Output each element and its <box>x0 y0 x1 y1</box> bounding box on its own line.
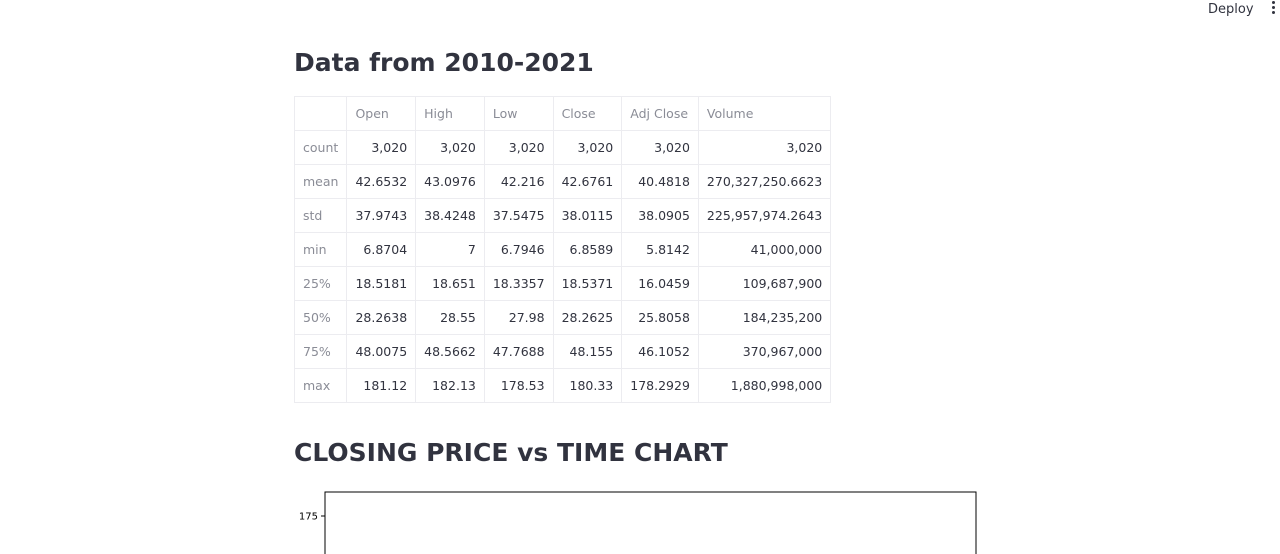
row-label: mean <box>293 164 348 199</box>
table-cell: 16.0459 <box>621 266 699 301</box>
table-cell: 178.53 <box>483 368 554 403</box>
column-header: Open <box>346 96 417 131</box>
table-cell: 18.5181 <box>346 266 417 301</box>
table-cell: 47.7688 <box>483 334 554 369</box>
table-row: std 37.9743 38.4248 37.5475 38.0115 38.0905 22… <box>293 198 832 233</box>
table-cell: 48.155 <box>552 334 623 369</box>
column-header: Adj Close <box>621 96 699 131</box>
table-cell: 3,020 <box>621 130 699 165</box>
row-label: 75% <box>293 334 348 369</box>
table-cell: 38.0905 <box>621 198 699 233</box>
table-cell: 225,957,974.2643 <box>697 198 832 233</box>
table-row: 75% 48.0075 48.5662 47.7688 48.155 46.1052 370… <box>293 334 832 369</box>
row-label: max <box>293 368 348 403</box>
table-cell: 182.13 <box>415 368 485 403</box>
row-label: 50% <box>293 300 348 335</box>
table-cell: 40.4818 <box>621 164 699 199</box>
table-row: min 6.8704 7 6.7946 6.8589 5.8142 41,000,000 <box>293 232 832 267</box>
row-label: 25% <box>293 266 348 301</box>
plot-frame <box>324 491 977 554</box>
section-title: CLOSING PRICE vs TIME CHART <box>294 438 728 467</box>
y-tick-label: 175 <box>299 512 318 523</box>
table-cell: 28.2638 <box>346 300 417 335</box>
row-label: std <box>293 198 348 233</box>
row-label: min <box>293 232 348 267</box>
table-cell: 28.2625 <box>552 300 623 335</box>
section-title: Data from 2010-2021 <box>294 48 594 77</box>
table-cell: 3,020 <box>552 130 623 165</box>
table-cell: 7 <box>415 232 485 267</box>
menu-button[interactable] <box>1271 1 1277 16</box>
table-cell: 109,687,900 <box>697 266 832 301</box>
table-cell: 6.7946 <box>483 232 554 267</box>
data-table: Open High Low Close Adj Close Volume count 3,02… <box>293 96 832 403</box>
table-row: 25% 18.5181 18.651 18.3357 18.5371 16.0459 109… <box>293 266 832 301</box>
corner-cell <box>293 96 348 131</box>
table-cell: 37.5475 <box>483 198 554 233</box>
table-cell: 6.8589 <box>552 232 623 267</box>
table-cell: 27.98 <box>483 300 554 335</box>
table-cell: 18.3357 <box>483 266 554 301</box>
table-cell: 38.0115 <box>552 198 623 233</box>
table-cell: 42.6761 <box>552 164 623 199</box>
table-cell: 25.8058 <box>621 300 699 335</box>
table-row: 50% 28.2638 28.55 27.98 28.2625 25.8058 184,23… <box>293 300 832 335</box>
table-cell: 48.0075 <box>346 334 417 369</box>
table-cell: 180.33 <box>552 368 623 403</box>
table-cell: 42.6532 <box>346 164 417 199</box>
table-cell: 28.55 <box>415 300 485 335</box>
deploy-button[interactable]: Deploy <box>1208 2 1254 17</box>
column-header: Close <box>552 96 623 131</box>
table-cell: 3,020 <box>483 130 554 165</box>
chart: 175 <box>299 491 977 554</box>
table-row: count 3,020 3,020 3,020 3,020 3,020 3,020 <box>293 130 832 165</box>
table-cell: 18.5371 <box>552 266 623 301</box>
table-cell: 38.4248 <box>415 198 485 233</box>
table-cell: 6.8704 <box>346 232 417 267</box>
table-cell: 41,000,000 <box>697 232 832 267</box>
table-cell: 42.216 <box>483 164 554 199</box>
column-header: Low <box>483 96 554 131</box>
table-cell: 3,020 <box>346 130 417 165</box>
table-cell: 3,020 <box>415 130 485 165</box>
table-cell: 46.1052 <box>621 334 699 369</box>
column-header: Volume <box>697 96 832 131</box>
table-cell: 181.12 <box>346 368 417 403</box>
table-cell: 1,880,998,000 <box>697 368 832 403</box>
row-label: count <box>293 130 348 165</box>
column-header: High <box>415 96 485 131</box>
table-cell: 270,327,250.6623 <box>697 164 832 199</box>
header-row: Open High Low Close Adj Close Volume <box>293 96 832 131</box>
table-cell: 3,020 <box>697 130 832 165</box>
table-row: max 181.12 182.13 178.53 180.33 178.2929 1,880… <box>293 368 832 403</box>
table-cell: 37.9743 <box>346 198 417 233</box>
table-cell: 43.0976 <box>415 164 485 199</box>
table-cell: 178.2929 <box>621 368 699 403</box>
table-cell: 370,967,000 <box>697 334 832 369</box>
table-cell: 184,235,200 <box>697 300 832 335</box>
table-cell: 5.8142 <box>621 232 699 267</box>
table-cell: 18.651 <box>415 266 485 301</box>
table-cell: 48.5662 <box>415 334 485 369</box>
table-row: mean 42.6532 43.0976 42.216 42.6761 40.4818 27… <box>293 164 832 199</box>
